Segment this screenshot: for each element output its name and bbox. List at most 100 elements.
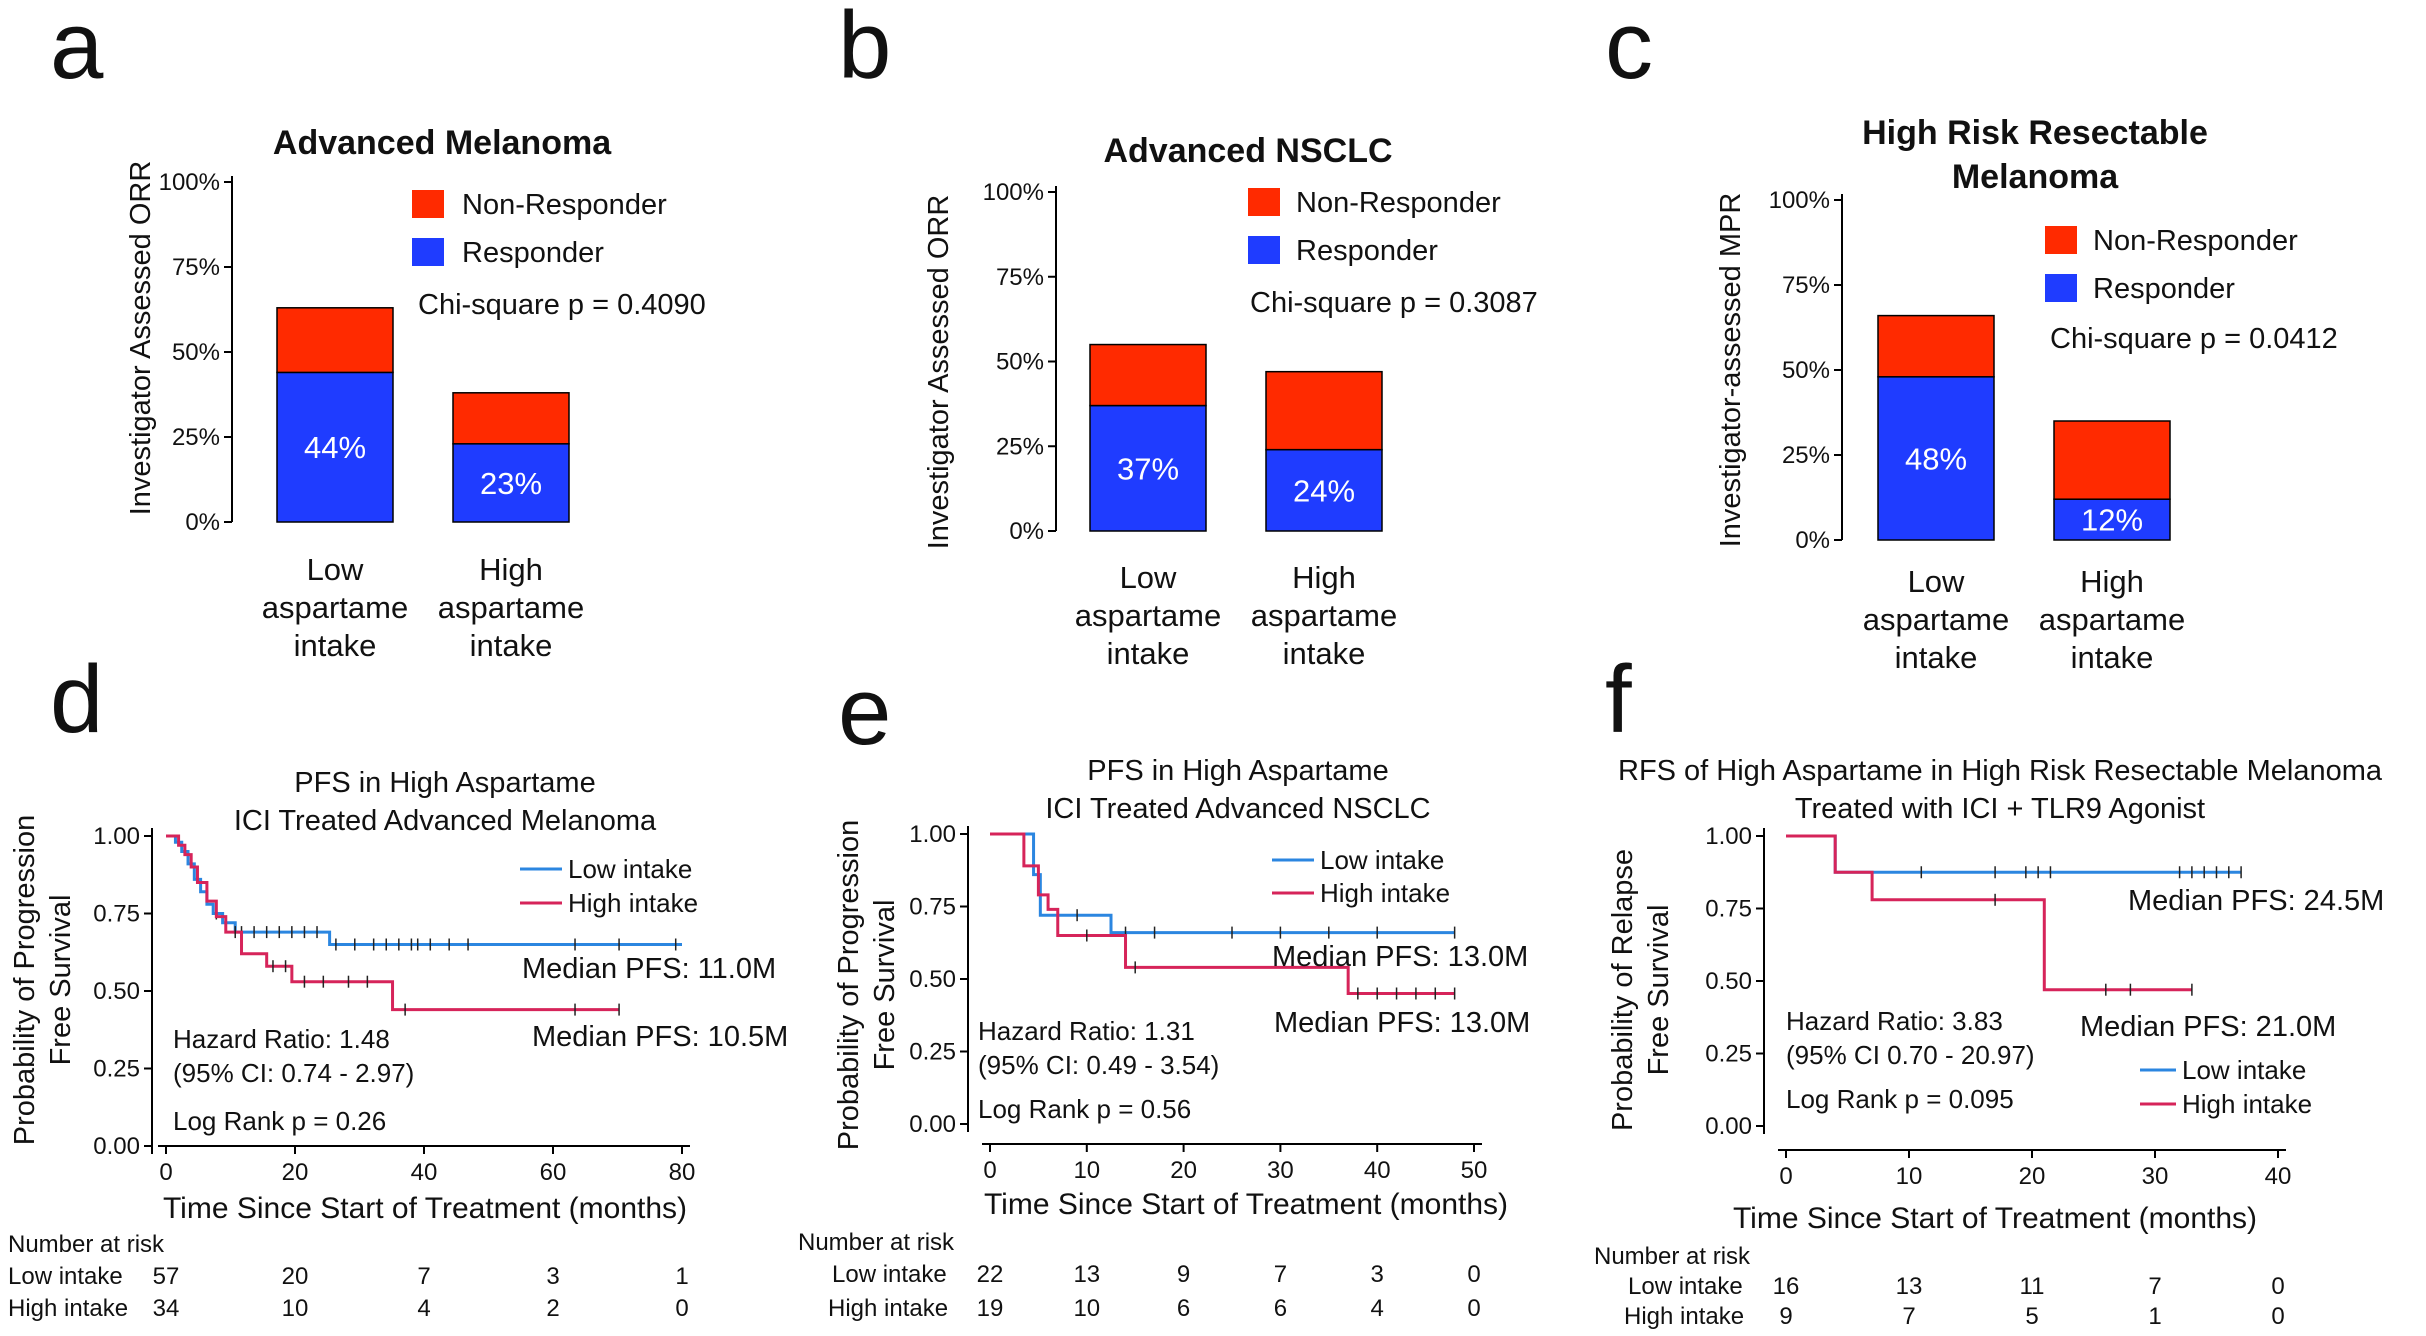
bar-responder	[1877, 376, 1995, 541]
risk-value: 7	[2148, 1273, 2161, 1300]
bar-data-label: 12%	[2081, 503, 2143, 538]
risk-value: 22	[977, 1261, 1004, 1288]
chart-f-stat-ci: (95% CI 0.70 - 20.97)	[1786, 1040, 2035, 1070]
x-tick-label: 80	[669, 1159, 696, 1186]
panel-e-km-chart: PFS in High Aspartame ICI Treated Advanc…	[798, 755, 1530, 1322]
legend-swatch-non-responder	[2045, 226, 2077, 254]
x-tick-label: 40	[411, 1159, 438, 1186]
risk-value: 7	[417, 1263, 430, 1290]
panel-d-km-chart: PFS in High Aspartame ICI Treated Advanc…	[8, 767, 788, 1322]
bar-data-label: 44%	[304, 430, 366, 465]
risk-value: 7	[1902, 1303, 1915, 1330]
km-curve-high-intake	[166, 834, 620, 1012]
chart-e-curves	[990, 832, 1456, 1000]
chart-a-title: Advanced Melanoma	[273, 124, 612, 162]
x-category-label: aspartame	[438, 590, 584, 625]
y-tick-label: 50%	[996, 349, 1044, 376]
risk-value: 10	[282, 1295, 309, 1322]
y-tick-label: 0%	[1009, 518, 1044, 545]
chart-f-ylabel-line-2: Free Survival	[1643, 905, 1675, 1076]
x-tick-label: 0	[1779, 1163, 1792, 1190]
y-tick-label: 25%	[1782, 442, 1830, 469]
y-tick-label: 0%	[185, 509, 220, 536]
risk-value: 57	[153, 1263, 180, 1290]
chart-f-curves	[1786, 834, 2242, 996]
bar-non-responder	[1877, 314, 1995, 378]
chart-c-yaxis: 0% 25% 50% 75% 100%	[1769, 187, 1843, 554]
legend-swatch-responder	[1248, 236, 1280, 264]
y-tick-label: 0.50	[1705, 968, 1752, 995]
chart-e-median-low: Median PFS: 13.0M	[1272, 941, 1528, 973]
bar-data-label: 48%	[1905, 441, 1967, 476]
x-category-label: Low	[307, 552, 364, 587]
chart-a-legend-responder: Responder	[462, 237, 604, 269]
risk-value: 10	[1073, 1295, 1100, 1322]
chart-c-ylabel: Investigator-assessed MPR	[1715, 193, 1747, 548]
panel-letter-a: a	[50, 0, 104, 99]
risk-value: 1	[675, 1263, 688, 1290]
chart-d-risk-header: Number at risk	[8, 1231, 165, 1258]
risk-value: 11	[2020, 1273, 2045, 1300]
bar-non-responder	[1089, 343, 1207, 407]
x-tick-label: 30	[1267, 1157, 1294, 1184]
chart-f-median-low: Median PFS: 24.5M	[2128, 885, 2384, 917]
y-tick-label: 1.00	[93, 823, 140, 850]
bar-non-responder	[276, 307, 394, 374]
chart-e-xlabel: Time Since Start of Treatment (months)	[984, 1188, 1508, 1221]
y-tick-label: 100%	[159, 169, 220, 196]
y-tick-label: 50%	[1782, 357, 1830, 384]
risk-value: 6	[1274, 1295, 1287, 1322]
risk-value: 6	[1177, 1295, 1190, 1322]
chart-d-stat-ci: (95% CI: 0.74 - 2.97)	[173, 1058, 414, 1088]
risk-value: 0	[2271, 1273, 2284, 1300]
panel-c-bar-chart: High Risk Resectable Melanoma Investigat…	[1715, 114, 2338, 675]
bar-responder	[452, 443, 570, 523]
risk-value: 3	[1371, 1261, 1384, 1288]
risk-value: 20	[282, 1263, 309, 1290]
x-category-label: Low	[1908, 564, 1965, 599]
chart-d-xlabel: Time Since Start of Treatment (months)	[163, 1192, 687, 1225]
risk-value: 13	[1073, 1261, 1100, 1288]
y-tick-label: 50%	[172, 339, 220, 366]
y-tick-label: 100%	[1769, 187, 1830, 214]
chart-d-title-line-1: PFS in High Aspartame	[294, 767, 595, 799]
y-tick-label: 0.50	[93, 978, 140, 1005]
x-tick-label: 40	[2265, 1163, 2292, 1190]
x-category-label: intake	[470, 628, 553, 663]
chart-e-risk-label-low: Low intake	[832, 1261, 947, 1288]
x-category-label: intake	[294, 628, 377, 663]
chart-e-ylabel-line-1: Probability of Progression	[833, 820, 865, 1150]
chart-e-median-high: Median PFS: 13.0M	[1274, 1007, 1530, 1039]
chart-b-ylabel: Investigator Assessed ORR	[923, 195, 955, 550]
chart-c-legend-non-responder: Non-Responder	[2093, 225, 2298, 257]
risk-value: 1	[2148, 1303, 2161, 1330]
chart-e-stat-hr: Hazard Ratio: 1.31	[978, 1016, 1195, 1046]
panel-letter-f: f	[1605, 646, 1632, 753]
chart-f-title-line-2: Treated with ICI + TLR9 Agonist	[1795, 793, 2205, 825]
bar-responder	[2053, 498, 2171, 541]
y-tick-label: 0.25	[909, 1039, 956, 1066]
legend-swatch-responder	[412, 238, 444, 266]
chart-d-curves	[166, 834, 682, 1016]
chart-e-legend-high: High intake	[1320, 878, 1450, 908]
bar-non-responder	[2053, 420, 2171, 500]
y-tick-label: 0.25	[93, 1056, 140, 1083]
bar-non-responder	[452, 392, 570, 445]
chart-f-title-line-1: RFS of High Aspartame in High Risk Resec…	[1618, 755, 2383, 787]
chart-e-risk-header: Number at risk	[798, 1229, 955, 1256]
x-tick-label: 20	[2019, 1163, 2046, 1190]
x-category-label: High	[1292, 560, 1356, 595]
chart-f-risk-values: 16 13 11 7 0 9 7 5 1 0	[1773, 1273, 2285, 1330]
chart-f-risk-header: Number at risk	[1594, 1243, 1751, 1270]
x-category-label: High	[2080, 564, 2144, 599]
y-tick-label: 1.00	[909, 821, 956, 848]
x-tick-label: 40	[1364, 1157, 1391, 1184]
chart-e-title-line-1: PFS in High Aspartame	[1087, 755, 1388, 787]
km-curve-low-intake	[1786, 834, 2242, 874]
chart-a-legend-non-responder: Non-Responder	[462, 189, 667, 221]
chart-c-title-line-1: High Risk Resectable	[1862, 114, 2208, 152]
chart-d-median-high: Median PFS: 10.5M	[532, 1021, 788, 1053]
